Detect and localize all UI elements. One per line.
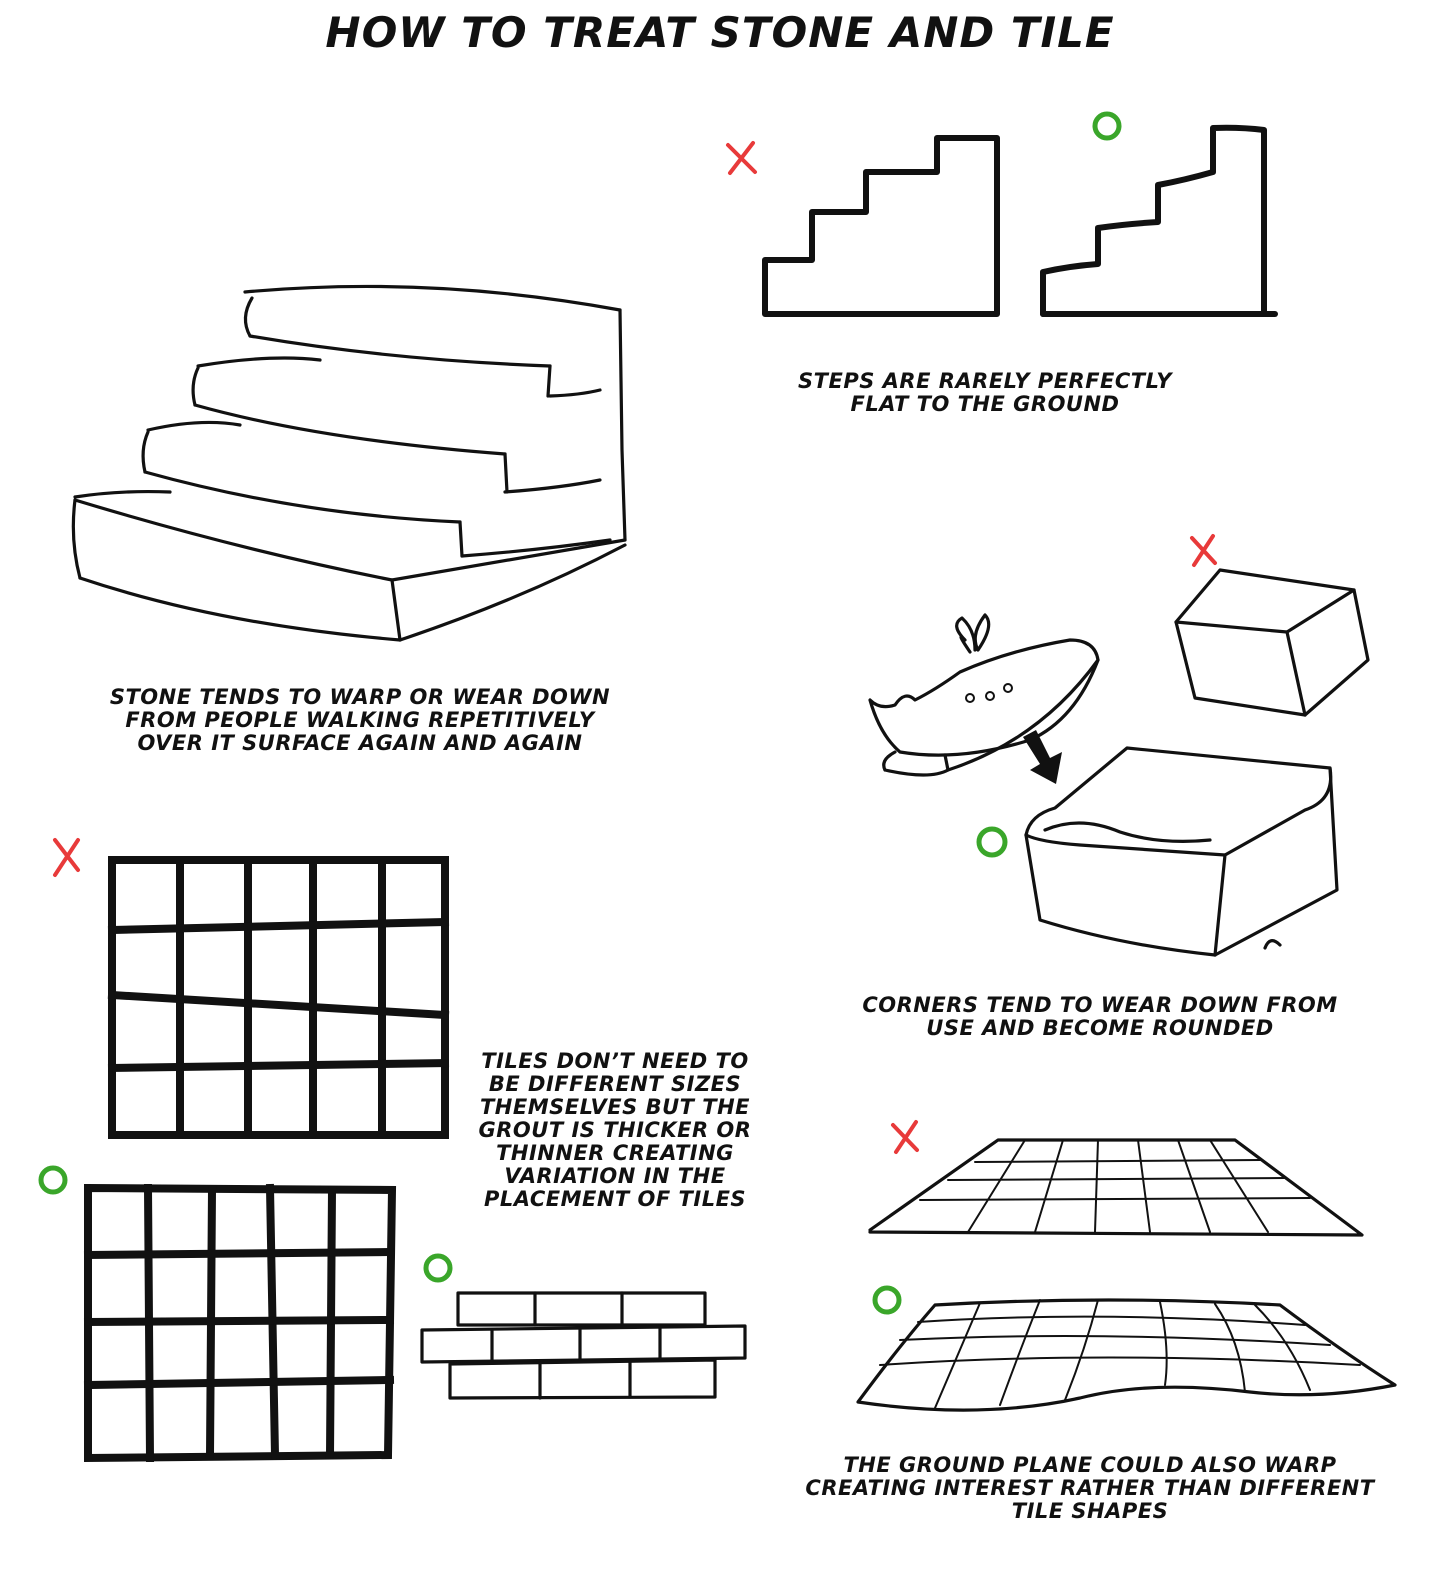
caption-ground-plane: THE GROUND PLANE COULD ALSO WARP CREATIN… xyxy=(770,1454,1410,1523)
caption-line: OVER IT SURFACE AGAIN AND AGAIN xyxy=(137,731,583,755)
circle-mark-icon xyxy=(38,1165,68,1195)
x-mark-icon xyxy=(891,1120,919,1154)
caption-line: USE AND BECOME ROUNDED xyxy=(926,1016,1274,1040)
caption-line: VARIATION IN THE xyxy=(504,1164,726,1188)
flat-steps-profile xyxy=(762,135,1000,317)
caption-line: STEPS ARE RARELY PERFECTLY xyxy=(798,369,1172,393)
flat-ground-plane xyxy=(868,1138,1364,1237)
caption-line: THINNER CREATING xyxy=(496,1141,734,1165)
caption-line: THEMSELVES BUT THE xyxy=(479,1095,751,1119)
x-mark-icon xyxy=(53,838,80,877)
page-title: HOW TO TREAT STONE AND TILE xyxy=(325,8,1115,57)
caption-corners: CORNERS TEND TO WEAR DOWN FROM USE AND B… xyxy=(840,994,1360,1040)
shoe-drawing xyxy=(868,613,1100,777)
caption-line: STONE TENDS TO WARP OR WEAR DOWN xyxy=(109,685,611,709)
uneven-steps-profile xyxy=(1040,124,1278,317)
caption-line: CORNERS TEND TO WEAR DOWN FROM xyxy=(862,993,1338,1017)
curved-staircase-drawing xyxy=(71,284,627,642)
caption-line: THE GROUND PLANE COULD ALSO WARP xyxy=(843,1453,1337,1477)
caption-line: BE DIFFERENT SIZES xyxy=(488,1072,742,1096)
varied-grout-grid xyxy=(83,1183,397,1463)
warped-ground-plane xyxy=(856,1298,1397,1412)
circle-mark-icon xyxy=(1092,111,1122,141)
caption-line: GROUT IS THICKER OR xyxy=(478,1118,752,1142)
sharp-cube-drawing xyxy=(1174,568,1370,717)
arrow-down-icon xyxy=(1023,730,1062,784)
circle-mark-icon xyxy=(423,1253,453,1283)
circle-mark-icon xyxy=(976,826,1008,858)
caption-line: FLAT TO THE GROUND xyxy=(850,392,1120,416)
caption-line: CREATING INTEREST RATHER THAN DIFFERENT xyxy=(805,1476,1375,1500)
x-mark-icon xyxy=(726,141,757,175)
caption-stone-warp: STONE TENDS TO WARP OR WEAR DOWN FROM PE… xyxy=(90,686,630,755)
caption-tiles: TILES DON’T NEED TO BE DIFFERENT SIZES T… xyxy=(460,1050,770,1211)
brick-rows-drawing xyxy=(420,1291,747,1400)
caption-line: FROM PEOPLE WALKING REPETITIVELY xyxy=(125,708,595,732)
caption-line: TILE SHAPES xyxy=(1011,1499,1169,1523)
caption-line: PLACEMENT OF TILES xyxy=(483,1187,747,1211)
caption-line: TILES DON’T NEED TO xyxy=(481,1049,749,1073)
rounded-block-drawing xyxy=(1024,746,1339,957)
circle-mark-icon xyxy=(872,1285,902,1315)
x-mark-icon xyxy=(1190,534,1217,567)
uniform-grout-grid xyxy=(107,856,450,1139)
caption-steps-flat: STEPS ARE RARELY PERFECTLY FLAT TO THE G… xyxy=(760,370,1210,416)
